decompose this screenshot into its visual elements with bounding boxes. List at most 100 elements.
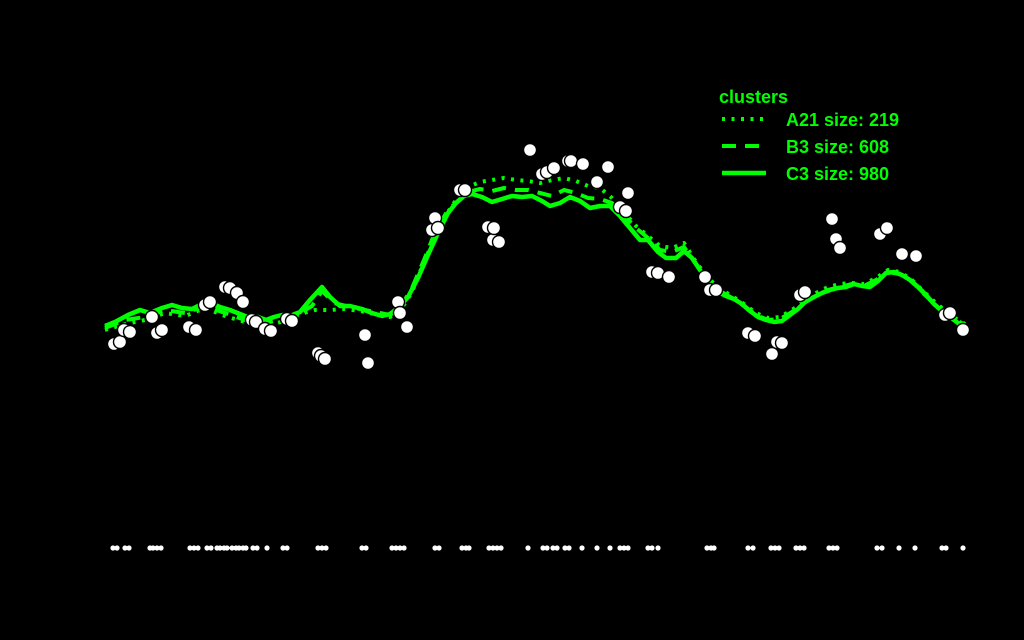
rug-dot xyxy=(359,545,365,551)
rug-dot xyxy=(768,545,774,551)
scatter-point xyxy=(430,220,446,236)
rug-dot xyxy=(494,545,500,551)
rug-dot xyxy=(912,545,918,551)
rug-dot xyxy=(554,545,560,551)
rug-dot xyxy=(284,545,290,551)
rug-dot xyxy=(645,545,651,551)
scatter-point xyxy=(112,334,128,350)
rug-dot xyxy=(363,545,369,551)
rug-dot xyxy=(250,545,256,551)
scatter-point xyxy=(202,294,218,310)
rug-dot xyxy=(797,545,803,551)
rug-dot xyxy=(550,545,556,551)
series-line-dotted xyxy=(104,176,966,332)
rug-dot xyxy=(195,545,201,551)
scatter-point xyxy=(144,309,160,325)
rug-dot xyxy=(772,545,778,551)
rug-dot xyxy=(879,545,885,551)
rug-dot xyxy=(126,545,132,551)
rug-dot xyxy=(191,545,197,551)
rug-dot xyxy=(158,545,164,551)
rug-dot xyxy=(208,545,214,551)
legend-item-A21: A21 size: 219 xyxy=(786,110,899,130)
rug-dot xyxy=(594,545,600,551)
scatter-point xyxy=(620,185,636,201)
scatter-point xyxy=(263,323,279,339)
series-line-dashed xyxy=(104,186,966,330)
scatter-point xyxy=(235,294,251,310)
rug-dot xyxy=(436,545,442,551)
legend-item-B3: B3 size: 608 xyxy=(786,137,889,157)
rug-dot xyxy=(711,545,717,551)
rug-dot xyxy=(432,545,438,551)
scatter-point xyxy=(486,220,502,236)
rug-dot xyxy=(625,545,631,551)
scatter-point xyxy=(764,346,780,362)
rug-dot xyxy=(114,545,120,551)
rug-dot xyxy=(498,545,504,551)
rug-dot xyxy=(459,545,465,551)
legend-title: clusters xyxy=(719,87,788,107)
rug-dot xyxy=(704,545,710,551)
scatter-point xyxy=(600,159,616,175)
rug-dot xyxy=(544,545,550,551)
rug-dot xyxy=(607,545,613,551)
rug-dot xyxy=(579,545,585,551)
rug-dot xyxy=(154,545,160,551)
rug-dot xyxy=(236,545,242,551)
rug-dot xyxy=(466,545,472,551)
rug-dot xyxy=(217,545,223,551)
scatter-point xyxy=(589,174,605,190)
scatter-point xyxy=(522,142,538,158)
rug-dot xyxy=(540,545,546,551)
rug-dot xyxy=(834,545,840,551)
rug-dot xyxy=(826,545,832,551)
rug-dot xyxy=(393,545,399,551)
series-line-solid xyxy=(104,191,967,329)
rug-dot xyxy=(776,545,782,551)
rug-dot xyxy=(150,545,156,551)
rug-dot xyxy=(243,545,249,551)
rug-dot xyxy=(793,545,799,551)
rug-dot xyxy=(224,545,230,551)
scatter-point xyxy=(284,313,300,329)
scatter-point xyxy=(747,328,763,344)
rug-dot xyxy=(750,545,756,551)
scatter-point xyxy=(824,211,840,227)
scatter-point xyxy=(832,240,848,256)
rug-dot xyxy=(264,545,270,551)
rug-dot xyxy=(122,545,128,551)
rug-dot xyxy=(566,545,572,551)
scatter-point xyxy=(457,182,473,198)
rug-dot xyxy=(319,545,325,551)
rug-dot xyxy=(315,545,321,551)
scatter-point xyxy=(879,220,895,236)
scatter-point xyxy=(188,322,204,338)
scatter-point xyxy=(942,305,958,321)
rug-dot xyxy=(280,545,286,551)
rug-dot xyxy=(939,545,945,551)
rug-dot xyxy=(960,545,966,551)
scatter-point xyxy=(797,284,813,300)
scatter-point xyxy=(563,153,579,169)
scatter-point xyxy=(618,203,634,219)
scatter-point xyxy=(154,322,170,338)
rug-dot xyxy=(745,545,751,551)
rug-dot xyxy=(896,545,902,551)
scatter-point xyxy=(360,355,376,371)
scatter-point xyxy=(955,322,971,338)
scatter-point xyxy=(575,156,591,172)
scatter-point xyxy=(392,305,408,321)
rug-dot xyxy=(229,545,235,551)
rug-dot xyxy=(649,545,655,551)
rug-dot xyxy=(401,545,407,551)
scatter-point xyxy=(357,327,373,343)
rug-dot xyxy=(110,545,116,551)
rug-dot xyxy=(323,545,329,551)
rug-dot xyxy=(389,545,395,551)
scatter-point xyxy=(491,234,507,250)
scatter-point xyxy=(122,324,138,340)
scatter-point xyxy=(317,351,333,367)
rug-dot xyxy=(621,545,627,551)
